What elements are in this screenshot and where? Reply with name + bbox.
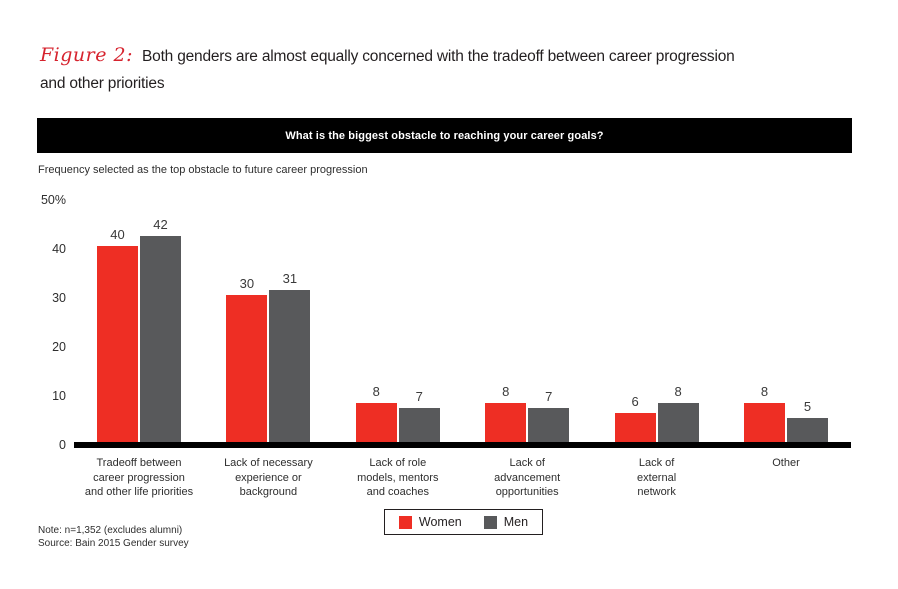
chart-question-text: What is the biggest obstacle to reaching… <box>285 129 604 142</box>
bar-men <box>528 407 570 442</box>
bar-women <box>614 412 656 442</box>
bar-men <box>787 417 828 442</box>
chart-legend: Women Men <box>383 509 544 535</box>
figure-title: Figure 2: Both genders are almost equally… <box>40 42 886 97</box>
y-tick-label: 30 <box>52 291 66 305</box>
chart-subtitle: Frequency selected as the top obstacle t… <box>38 164 368 176</box>
category-label: Lack of external network <box>637 457 677 498</box>
bar-value-label: 31 <box>282 271 298 287</box>
bar-men <box>398 407 440 442</box>
note-text: Note: n=1,352 (excludes alumni) <box>38 525 183 536</box>
bar-value-label: 7 <box>415 388 423 404</box>
figure-title-text: Both genders are almost equally concerne… <box>40 48 735 92</box>
bar-value-label: 6 <box>631 393 639 409</box>
legend-label: Men <box>503 515 529 529</box>
bar-women <box>744 402 785 442</box>
bar-value-label: 5 <box>803 398 812 414</box>
category-label: Lack of advancement opportunities <box>494 457 561 498</box>
bar-women <box>226 295 268 442</box>
bar-value-label: 40 <box>110 227 125 242</box>
category-label: Lack of necessary experience or backgrou… <box>224 457 313 498</box>
bar-value-label: 7 <box>545 388 553 404</box>
legend-item-men: Men <box>483 515 529 529</box>
category-label: Tradeoff between career progression and … <box>84 457 194 498</box>
bar-value-label: 8 <box>760 383 769 399</box>
y-tick-label: 10 <box>52 389 66 403</box>
y-tick-label: 40 <box>52 242 66 256</box>
bar-value-label: 42 <box>153 217 168 233</box>
bar-men <box>657 402 699 442</box>
source-text: Source: Bain 2015 Gender survey <box>38 537 189 549</box>
footnotes: Note: n=1,352 (excludes alumni) Source: … <box>38 525 189 550</box>
y-tick-label: 20 <box>52 340 66 354</box>
chart-question-banner: What is the biggest obstacle to reaching… <box>37 118 852 153</box>
x-axis-line <box>74 442 851 448</box>
y-tick-label: 50% <box>40 193 66 207</box>
figure-number-label: Figure 2: <box>40 44 134 66</box>
category-label: Lack of role models, mentors and coaches <box>357 457 439 498</box>
bar-value-label: 8 <box>502 383 510 399</box>
bar-value-label: 30 <box>239 276 255 291</box>
bar-women <box>485 402 527 442</box>
legend-swatch-women <box>398 515 412 529</box>
bar-men <box>269 290 311 442</box>
legend-row: Women Men <box>75 509 852 535</box>
bar-value-label: 8 <box>372 383 380 399</box>
category-label: Other <box>772 457 800 469</box>
y-tick-label: 0 <box>59 438 66 452</box>
bar-value-label: 8 <box>674 383 682 399</box>
legend-item-women: Women <box>398 515 462 529</box>
legend-label: Women <box>418 515 462 529</box>
legend-swatch-men <box>483 515 497 529</box>
bar-women <box>97 246 138 442</box>
bar-women <box>355 402 397 442</box>
bar-men <box>140 236 181 442</box>
